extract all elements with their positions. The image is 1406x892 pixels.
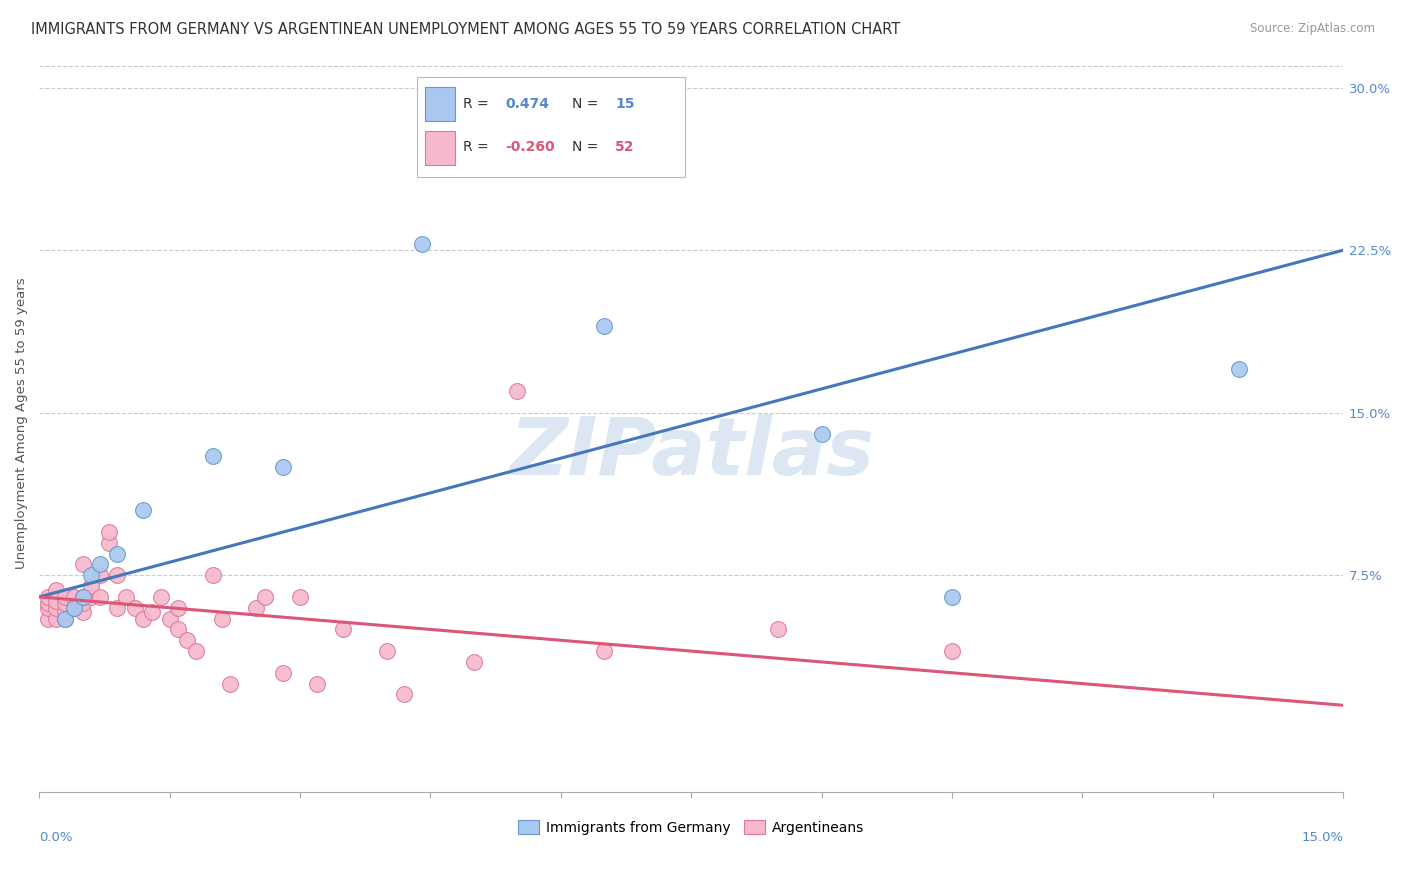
Point <box>72 558 94 572</box>
Point <box>53 596 76 610</box>
Point <box>63 600 86 615</box>
Point <box>124 600 146 615</box>
Point <box>593 319 616 334</box>
Point <box>53 611 76 625</box>
Point <box>271 665 294 680</box>
Point <box>159 611 181 625</box>
Point <box>89 568 111 582</box>
Point <box>63 600 86 615</box>
Point <box>254 590 277 604</box>
Point <box>271 459 294 474</box>
Point <box>53 590 76 604</box>
Text: ZIPatlas: ZIPatlas <box>509 414 873 492</box>
Point <box>105 568 128 582</box>
Point <box>307 676 329 690</box>
Y-axis label: Unemployment Among Ages 55 to 59 years: Unemployment Among Ages 55 to 59 years <box>15 277 28 569</box>
Point <box>80 579 103 593</box>
Point <box>394 688 416 702</box>
Point <box>810 427 832 442</box>
Text: IMMIGRANTS FROM GERMANY VS ARGENTINEAN UNEMPLOYMENT AMONG AGES 55 TO 59 YEARS CO: IMMIGRANTS FROM GERMANY VS ARGENTINEAN U… <box>31 22 900 37</box>
Point <box>37 596 59 610</box>
Point <box>463 655 485 669</box>
Point <box>45 611 67 625</box>
Point <box>245 600 267 615</box>
Point <box>332 623 354 637</box>
Point <box>105 547 128 561</box>
Point <box>63 590 86 604</box>
Point <box>72 605 94 619</box>
Point <box>53 611 76 625</box>
Point <box>45 600 67 615</box>
Point <box>167 623 190 637</box>
Point <box>211 611 233 625</box>
Point <box>115 590 138 604</box>
Point <box>176 633 198 648</box>
Point <box>593 644 616 658</box>
Point <box>184 644 207 658</box>
Point <box>201 568 224 582</box>
Point <box>141 605 163 619</box>
Point <box>375 644 398 658</box>
Point <box>132 503 155 517</box>
Point <box>97 535 120 549</box>
Point <box>506 384 529 398</box>
Text: Source: ZipAtlas.com: Source: ZipAtlas.com <box>1250 22 1375 36</box>
Point <box>37 600 59 615</box>
Point <box>72 596 94 610</box>
Point <box>766 623 789 637</box>
Point <box>72 590 94 604</box>
Point <box>1227 362 1250 376</box>
Point <box>72 590 94 604</box>
Point <box>941 644 963 658</box>
Point <box>45 594 67 608</box>
Point <box>37 611 59 625</box>
Point <box>201 449 224 463</box>
Point <box>941 590 963 604</box>
Point <box>89 558 111 572</box>
Point <box>80 568 103 582</box>
Legend: Immigrants from Germany, Argentineans: Immigrants from Germany, Argentineans <box>512 814 870 840</box>
Point <box>89 590 111 604</box>
Point <box>288 590 311 604</box>
Point <box>506 156 529 170</box>
Point <box>219 676 242 690</box>
Point <box>149 590 172 604</box>
Point <box>132 611 155 625</box>
Text: 0.0%: 0.0% <box>39 831 73 844</box>
Point <box>53 605 76 619</box>
Point <box>105 600 128 615</box>
Point <box>37 590 59 604</box>
Point <box>167 600 190 615</box>
Text: 15.0%: 15.0% <box>1301 831 1343 844</box>
Point <box>45 583 67 598</box>
Point <box>97 524 120 539</box>
Point <box>411 236 433 251</box>
Point <box>80 590 103 604</box>
